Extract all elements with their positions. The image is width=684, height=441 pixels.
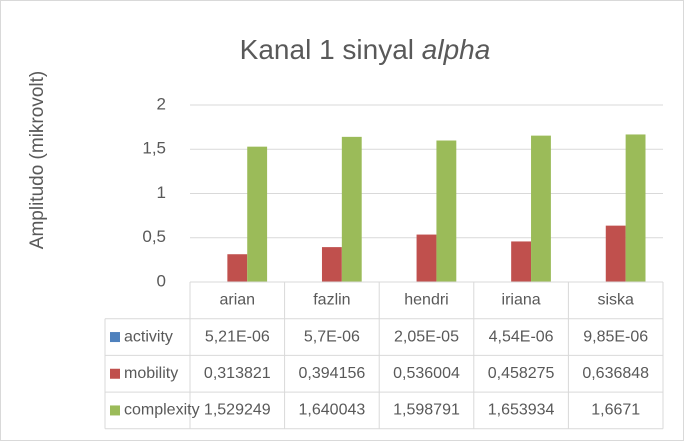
table-value: 0,458275	[488, 365, 555, 382]
chart-title: Kanal 1 sinyal alpha	[240, 34, 491, 65]
bar	[341, 136, 362, 282]
y-tick-label: 1	[157, 183, 166, 202]
table-value: 5,7E-06	[304, 328, 360, 345]
table-value: 4,54E-06	[489, 328, 554, 345]
bar	[321, 247, 342, 282]
legend-label: activity	[124, 328, 173, 345]
table-value: 1,640043	[299, 402, 366, 419]
category-label: fazlin	[313, 292, 350, 309]
table-value: 0,313821	[204, 365, 271, 382]
legend-label: complexity	[124, 402, 200, 419]
bar	[531, 135, 551, 282]
y-tick-label: 2	[157, 94, 166, 113]
table-value: 0,536004	[393, 365, 460, 382]
table-value: 9,85E-06	[583, 328, 648, 345]
table-value: 1,653934	[488, 402, 555, 419]
bar	[247, 146, 268, 282]
table-value: 1,529249	[204, 402, 271, 419]
bar	[625, 134, 646, 282]
y-tick-label: 0	[157, 271, 166, 290]
category-label: siska	[597, 292, 634, 309]
bar	[227, 254, 248, 282]
category-label: iriana	[502, 292, 541, 309]
legend-label: mobility	[124, 365, 178, 382]
legend-key	[110, 332, 120, 343]
bar	[436, 140, 457, 282]
table-value: 0,394156	[299, 365, 366, 382]
table-value: 0,636848	[582, 365, 649, 382]
bar	[605, 225, 626, 282]
table-value: 5,21E-06	[205, 328, 270, 345]
y-tick-label: 0,5	[142, 227, 166, 246]
y-tick-label: 1,5	[142, 139, 166, 158]
legend-key	[110, 368, 120, 379]
category-label: arian	[220, 292, 256, 309]
table-value: 1,6671	[591, 402, 640, 419]
y-axis-label: Amplitudo (mikrovolt)	[27, 71, 48, 249]
title-text: Kanal 1 sinyal	[240, 34, 414, 65]
table-value: 1,598791	[393, 402, 460, 419]
legend-key	[110, 405, 120, 416]
bar	[511, 241, 532, 282]
category-label: hendri	[404, 292, 448, 309]
bar	[416, 234, 437, 282]
title-emphasis: alpha	[422, 34, 491, 65]
table-value: 2,05E-05	[394, 328, 459, 345]
